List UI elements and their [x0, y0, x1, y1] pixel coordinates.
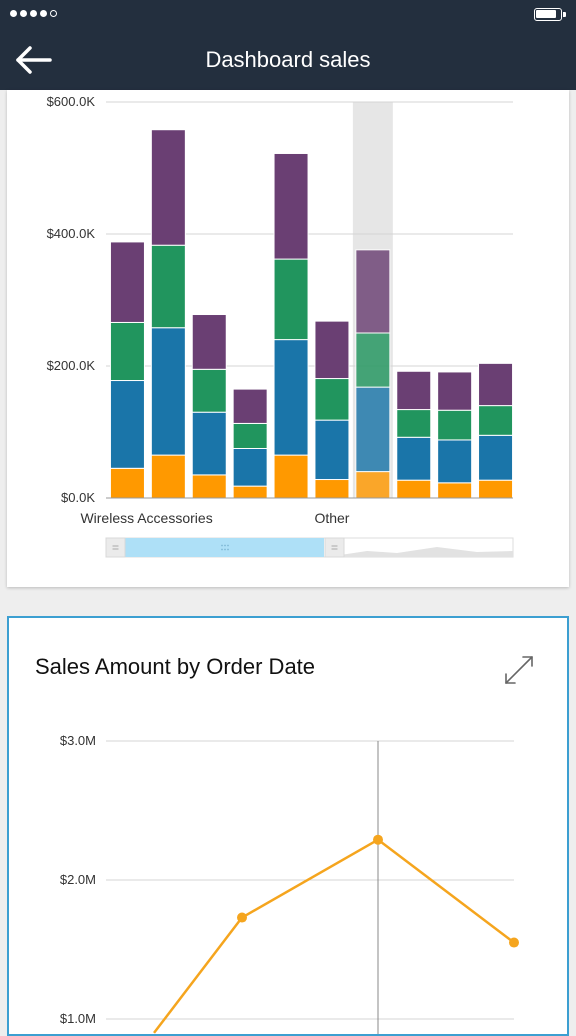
page-title: Dashboard sales	[205, 47, 371, 72]
bar-segment[interactable]	[314, 378, 350, 421]
bar-segment[interactable]	[314, 479, 350, 499]
bar-segment[interactable]	[437, 439, 473, 484]
bar-segment[interactable]	[273, 152, 309, 260]
bar-segment[interactable]	[232, 485, 268, 499]
signal-dot-empty	[50, 10, 57, 17]
bar-segment[interactable]	[437, 409, 473, 441]
grip-dot	[224, 548, 226, 551]
y-tick-label: $3.0M	[60, 733, 96, 748]
bar-segment[interactable]	[355, 471, 391, 499]
y-tick-label: $600.0K	[47, 94, 96, 109]
bar-segment[interactable]	[150, 129, 186, 246]
bar-segment[interactable]	[437, 371, 473, 411]
y-tick-label: $0.0K	[61, 490, 95, 505]
back-button[interactable]	[14, 42, 54, 78]
bar-segment[interactable]	[150, 454, 186, 499]
y-tick-label: $400.0K	[47, 226, 96, 241]
x-category-label: Wireless Accessories	[80, 510, 212, 526]
expand-button[interactable]	[501, 652, 537, 688]
series-line	[153, 838, 515, 1034]
grip-dot	[227, 548, 229, 551]
bar-segment[interactable]	[232, 388, 268, 424]
bar-segment[interactable]	[109, 380, 145, 469]
bar-segment[interactable]	[437, 482, 473, 499]
bar-segment[interactable]	[314, 419, 350, 481]
range-brush-right-handle[interactable]	[324, 537, 345, 558]
battery-icon	[534, 8, 566, 21]
bar-segment[interactable]	[355, 332, 391, 388]
grip-dot	[221, 548, 223, 551]
bar-segment[interactable]	[191, 368, 227, 413]
signal-dot	[40, 10, 47, 17]
bar-segment[interactable]	[478, 479, 514, 499]
bar-segment[interactable]	[273, 258, 309, 341]
bar-segment[interactable]	[150, 244, 186, 329]
y-tick-label: $2.0M	[60, 872, 96, 887]
bar-segment[interactable]	[478, 434, 514, 481]
bar-segment[interactable]	[191, 411, 227, 476]
expand-icon	[505, 656, 533, 684]
status-bar	[0, 0, 576, 30]
grip-dot	[224, 544, 226, 547]
bar-segment[interactable]	[396, 436, 432, 481]
line-chart[interactable]: $1.0M $2.0M $3.0M	[9, 618, 567, 1034]
nav-bar: Dashboard sales	[0, 30, 576, 90]
grip-dot	[227, 544, 229, 547]
sales-by-category-card: $0.0K $200.0K $400.0K $600.0K Wireless Acces…	[7, 90, 569, 587]
signal-strength-indicator	[10, 10, 57, 17]
bar-segment[interactable]	[478, 405, 514, 436]
bar-segment[interactable]	[355, 249, 391, 334]
bar-segment[interactable]	[314, 320, 350, 380]
range-brush-window[interactable]	[125, 538, 324, 557]
x-category-label: Other	[314, 510, 349, 526]
data-point[interactable]	[509, 937, 519, 948]
bar-segment[interactable]	[396, 370, 432, 411]
signal-dot	[20, 10, 27, 17]
bar-segment[interactable]	[232, 422, 268, 450]
range-brush-left-handle[interactable]	[105, 537, 126, 558]
bar-segment[interactable]	[109, 467, 145, 499]
sales-by-order-date-card: Sales Amount by Order Date $1.0M $2.0M $3.…	[7, 616, 569, 1036]
y-tick-label: $1.0M	[60, 1011, 96, 1026]
y-tick-label: $200.0K	[47, 358, 96, 373]
data-point[interactable]	[237, 912, 247, 923]
data-point[interactable]	[373, 834, 383, 845]
signal-dot	[30, 10, 37, 17]
bar-segment[interactable]	[232, 448, 268, 487]
bar-segment[interactable]	[355, 386, 391, 473]
bar-segment[interactable]	[396, 409, 432, 438]
back-arrow-icon	[16, 46, 52, 74]
chart-title: Sales Amount by Order Date	[35, 654, 316, 679]
bar-segment[interactable]	[273, 454, 309, 499]
bar-segment[interactable]	[150, 327, 186, 456]
grip-dot	[221, 544, 223, 547]
bar-segment[interactable]	[396, 479, 432, 499]
bar-segment[interactable]	[273, 339, 309, 456]
bar-segment[interactable]	[191, 314, 227, 370]
bar-segment[interactable]	[191, 474, 227, 499]
bar-segment[interactable]	[109, 321, 145, 382]
bar-segment[interactable]	[478, 362, 514, 407]
bar-segment[interactable]	[109, 241, 145, 323]
range-brush-sparkline	[327, 547, 513, 557]
signal-dot	[10, 10, 17, 17]
stacked-bar-chart[interactable]: $0.0K $200.0K $400.0K $600.0K Wireless Acces…	[7, 90, 569, 587]
